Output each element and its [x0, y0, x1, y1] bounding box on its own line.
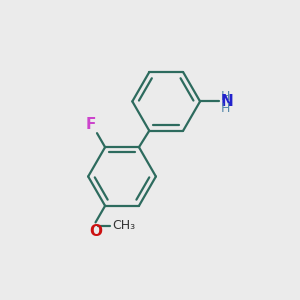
Text: F: F — [85, 117, 95, 132]
Text: O: O — [89, 224, 102, 239]
Text: H: H — [221, 102, 230, 115]
Text: H: H — [221, 90, 230, 103]
Text: CH₃: CH₃ — [112, 219, 135, 232]
Text: N: N — [221, 94, 233, 109]
